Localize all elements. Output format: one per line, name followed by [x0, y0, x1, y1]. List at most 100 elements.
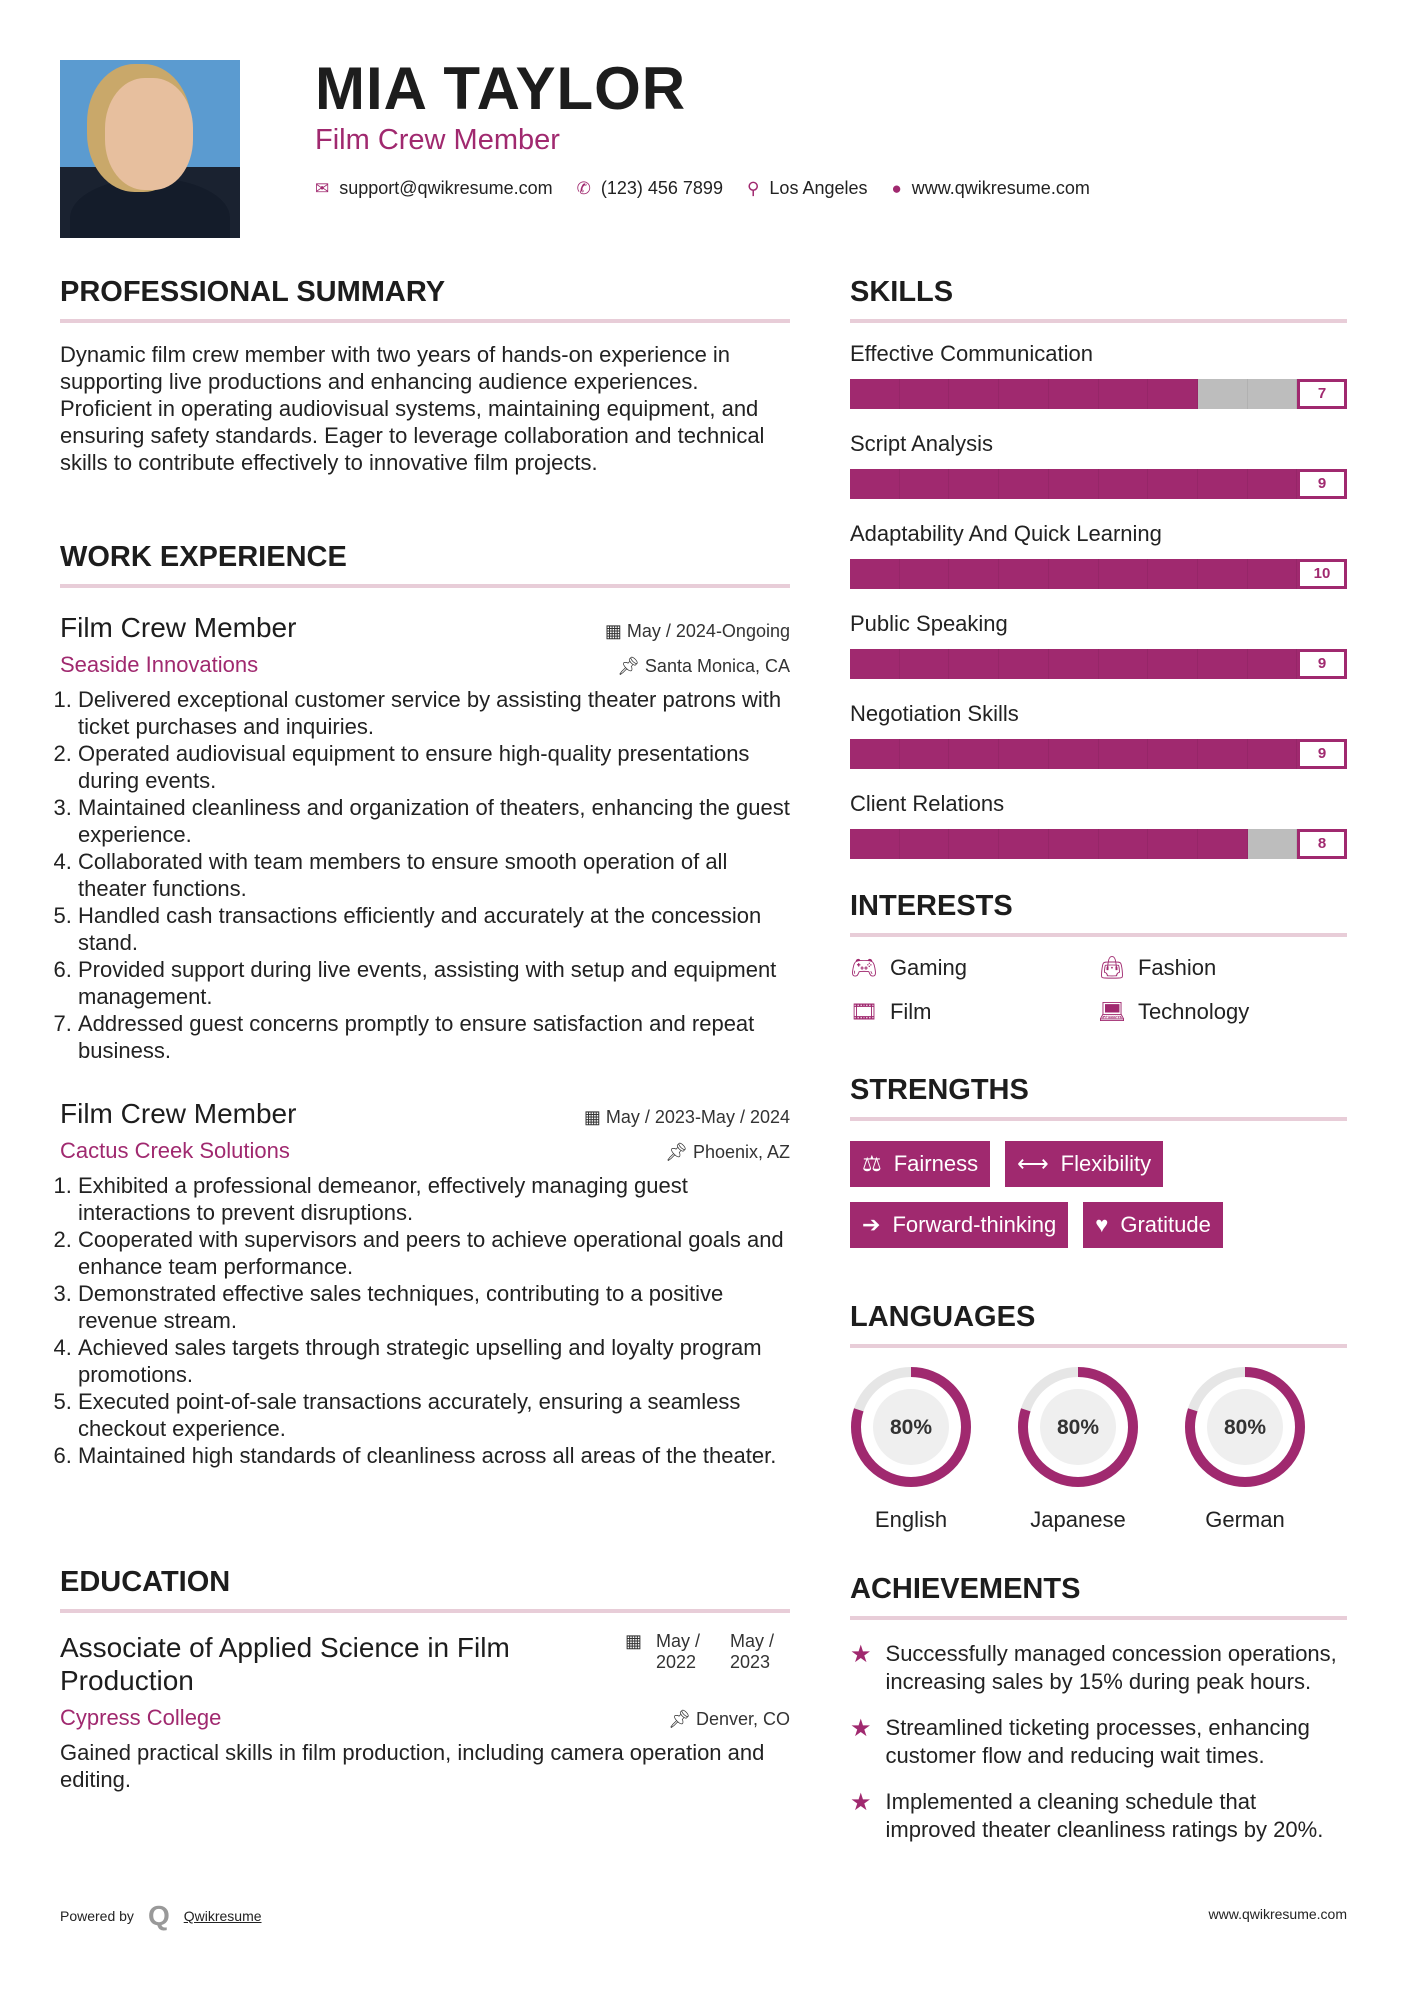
interest-label: Technology — [1137, 999, 1250, 1024]
language-percent: 80% — [890, 1416, 932, 1439]
section-heading: WORK EXPERIENCE — [60, 541, 790, 588]
strength-label: Flexibility — [1060, 1151, 1152, 1176]
section-heading: PROFESSIONAL SUMMARY — [60, 276, 790, 323]
skill-segment — [1148, 379, 1198, 409]
degree: Associate of Applied Science in Film Pro… — [60, 1632, 510, 1696]
job-bullet: Executed point-of-sale transactions accu… — [78, 1388, 790, 1442]
email[interactable]: support@qwikresume.com — [339, 178, 553, 198]
strength-badge: ⚖ Fairness — [850, 1141, 991, 1187]
pin-icon: 📌︎ — [665, 1142, 693, 1162]
profile-photo — [60, 60, 240, 238]
skill-segment — [1048, 649, 1099, 679]
arrow-right-icon: ➔ — [862, 1212, 881, 1237]
skill-segment — [1098, 559, 1149, 589]
skill-segment — [1247, 469, 1298, 499]
phone[interactable]: (123) 456 7899 — [600, 178, 723, 198]
email-icon: ✉ — [315, 178, 330, 198]
job-bullet: Provided support during live events, ass… — [78, 956, 790, 1010]
skill-segment — [1048, 379, 1099, 409]
skill-segment — [850, 739, 900, 769]
section-heading: ACHIEVEMENTS — [850, 1573, 1347, 1620]
job-entry: Film Crew Member ▦ May / 2024-Ongoing Se… — [60, 612, 790, 1064]
skill-segment — [1048, 469, 1099, 499]
skill-segment — [999, 739, 1049, 769]
location-icon: ⚲ — [746, 178, 760, 198]
shopping-bag-icon: 👜︎ — [1098, 955, 1126, 980]
skill-segment — [1148, 739, 1198, 769]
skill-segment — [1148, 829, 1198, 859]
skill-segment — [899, 739, 950, 769]
skill-label: Adaptability And Quick Learning — [850, 521, 1162, 546]
phone-icon: ✆ — [576, 178, 591, 198]
skill-label: Client Relations — [850, 791, 1005, 816]
achievement-text: Implemented a cleaning schedule that imp… — [885, 1789, 1324, 1842]
globe-icon: ● — [891, 178, 902, 198]
company: Seaside Innovations — [60, 652, 259, 677]
achievement-item: ★ Successfully managed concession operati… — [850, 1640, 1347, 1696]
skill-label: Public Speaking — [850, 611, 1008, 636]
skill-segment — [850, 649, 900, 679]
qwikresume-logo-icon: Q — [147, 1900, 170, 1931]
skill-segment — [1048, 739, 1099, 769]
skill-segment — [1247, 739, 1298, 769]
language-ring: 80% — [851, 1367, 971, 1487]
skill-segment — [999, 829, 1049, 859]
skill-item: Client Relations 8 — [850, 791, 1348, 859]
job-bullet: Achieved sales targets through strategic… — [78, 1334, 790, 1388]
arrows-horizontal-icon: ⟷ — [1017, 1151, 1049, 1176]
skill-bar: 10 — [850, 559, 1348, 589]
interest-item: 👜︎ Fashion — [1098, 955, 1346, 981]
strength-badge: ➔ Forward-thinking — [850, 1202, 1069, 1248]
skill-segment — [999, 469, 1049, 499]
website[interactable]: www.qwikresume.com — [911, 178, 1090, 198]
job-bullet: Maintained cleanliness and organization … — [78, 794, 790, 848]
candidate-name: MIA TAYLOR — [315, 55, 687, 122]
skill-segment — [850, 559, 900, 589]
skill-label: Negotiation Skills — [850, 701, 1019, 726]
interest-item: 🎞︎ Film — [850, 999, 1098, 1025]
location: Los Angeles — [769, 178, 868, 198]
interest-label: Fashion — [1137, 955, 1217, 980]
skill-segment — [1148, 469, 1198, 499]
skill-label: Script Analysis — [850, 431, 994, 456]
language-ring: 80% — [1018, 1367, 1138, 1487]
language-label: Japanese — [1030, 1507, 1126, 1532]
summary-section: PROFESSIONAL SUMMARY Dynamic film crew m… — [60, 276, 790, 476]
skill-segment — [1098, 829, 1149, 859]
skill-segment — [850, 829, 900, 859]
ring-fill — [1018, 1367, 1138, 1487]
achievements-section: ACHIEVEMENTS ★ Successfully managed conce… — [850, 1573, 1347, 1862]
skill-segment — [1197, 559, 1248, 589]
skill-value: 7 — [1297, 379, 1347, 409]
skill-segment — [949, 739, 1000, 769]
skill-segment — [999, 649, 1049, 679]
brand-link[interactable]: Qwikresume — [183, 1908, 262, 1924]
skill-segment — [1098, 649, 1149, 679]
skill-segment — [949, 649, 1000, 679]
section-heading: SKILLS — [850, 276, 1347, 323]
skill-value: 10 — [1297, 559, 1347, 589]
ring-center — [873, 1389, 949, 1465]
skill-bar: 7 — [850, 379, 1348, 409]
footer-site[interactable]: www.qwikresume.com — [1208, 1906, 1347, 1922]
strength-badge: ⟷ Flexibility — [1005, 1141, 1164, 1187]
skill-segment — [1048, 559, 1099, 589]
section-heading: LANGUAGES — [850, 1301, 1347, 1348]
strength-label: Forward-thinking — [892, 1212, 1057, 1237]
interest-item: 💻︎ Technology — [1098, 999, 1346, 1025]
skill-segment — [949, 469, 1000, 499]
edu-location: Denver, CO — [695, 1709, 790, 1729]
skill-segment — [1247, 829, 1298, 859]
section-heading: EDUCATION — [60, 1566, 790, 1613]
job-title: Film Crew Member — [60, 1098, 297, 1129]
strength-badge: ♥ Gratitude — [1083, 1202, 1223, 1248]
skill-segment — [899, 829, 950, 859]
summary-text: Dynamic film crew member with two years … — [60, 342, 765, 475]
skill-segment — [1197, 739, 1248, 769]
skill-segment — [850, 379, 900, 409]
skill-segment — [949, 379, 1000, 409]
job-bullet: Cooperated with supervisors and peers to… — [78, 1226, 790, 1280]
interest-label: Gaming — [889, 955, 967, 980]
skill-segment — [1098, 379, 1149, 409]
skill-item: Script Analysis 9 — [850, 431, 1348, 499]
